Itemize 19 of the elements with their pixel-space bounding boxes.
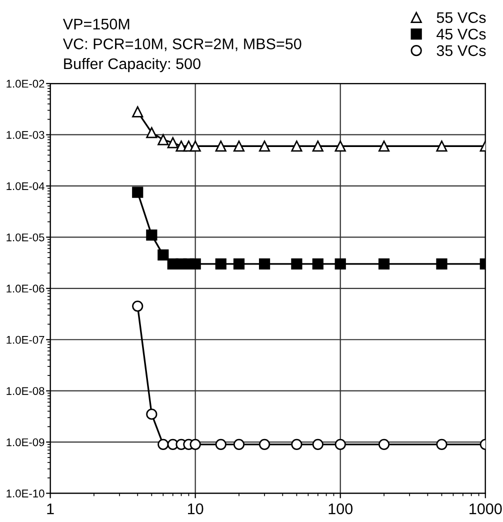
text: VP=150M [62,18,130,30]
legend-label: 45 VCs [436,28,486,40]
x-tick-label: 10 [188,503,204,514]
legend-label: 35 VCs [436,45,486,56]
y-tick-label: 1.0E-07 [6,336,44,344]
y-tick-label: 1.0E-02 [6,80,44,88]
text: Buffer Capacity: 500 [64,58,200,72]
y-tick-label: 1.0E-08 [6,387,44,395]
text: VC: PCR=10M, SCR=2M, MBS=50 [62,38,302,52]
x-tick-label: 1 [47,504,54,514]
legend-label: 55 VCs [436,12,486,23]
y-tick-label: 1.0E-04 [6,182,44,190]
y-tick-label: 1.0E-06 [6,284,44,293]
x-tick-label: 100 [328,503,353,514]
y-tick-label: 1.0E-09 [6,438,44,446]
y-tick-label: 1.0E-05 [6,233,44,242]
y-tick-label: 1.0E-03 [6,131,44,139]
y-tick-label: 1.0E-10 [6,490,44,498]
x-tick-label: 1000 [470,503,502,514]
